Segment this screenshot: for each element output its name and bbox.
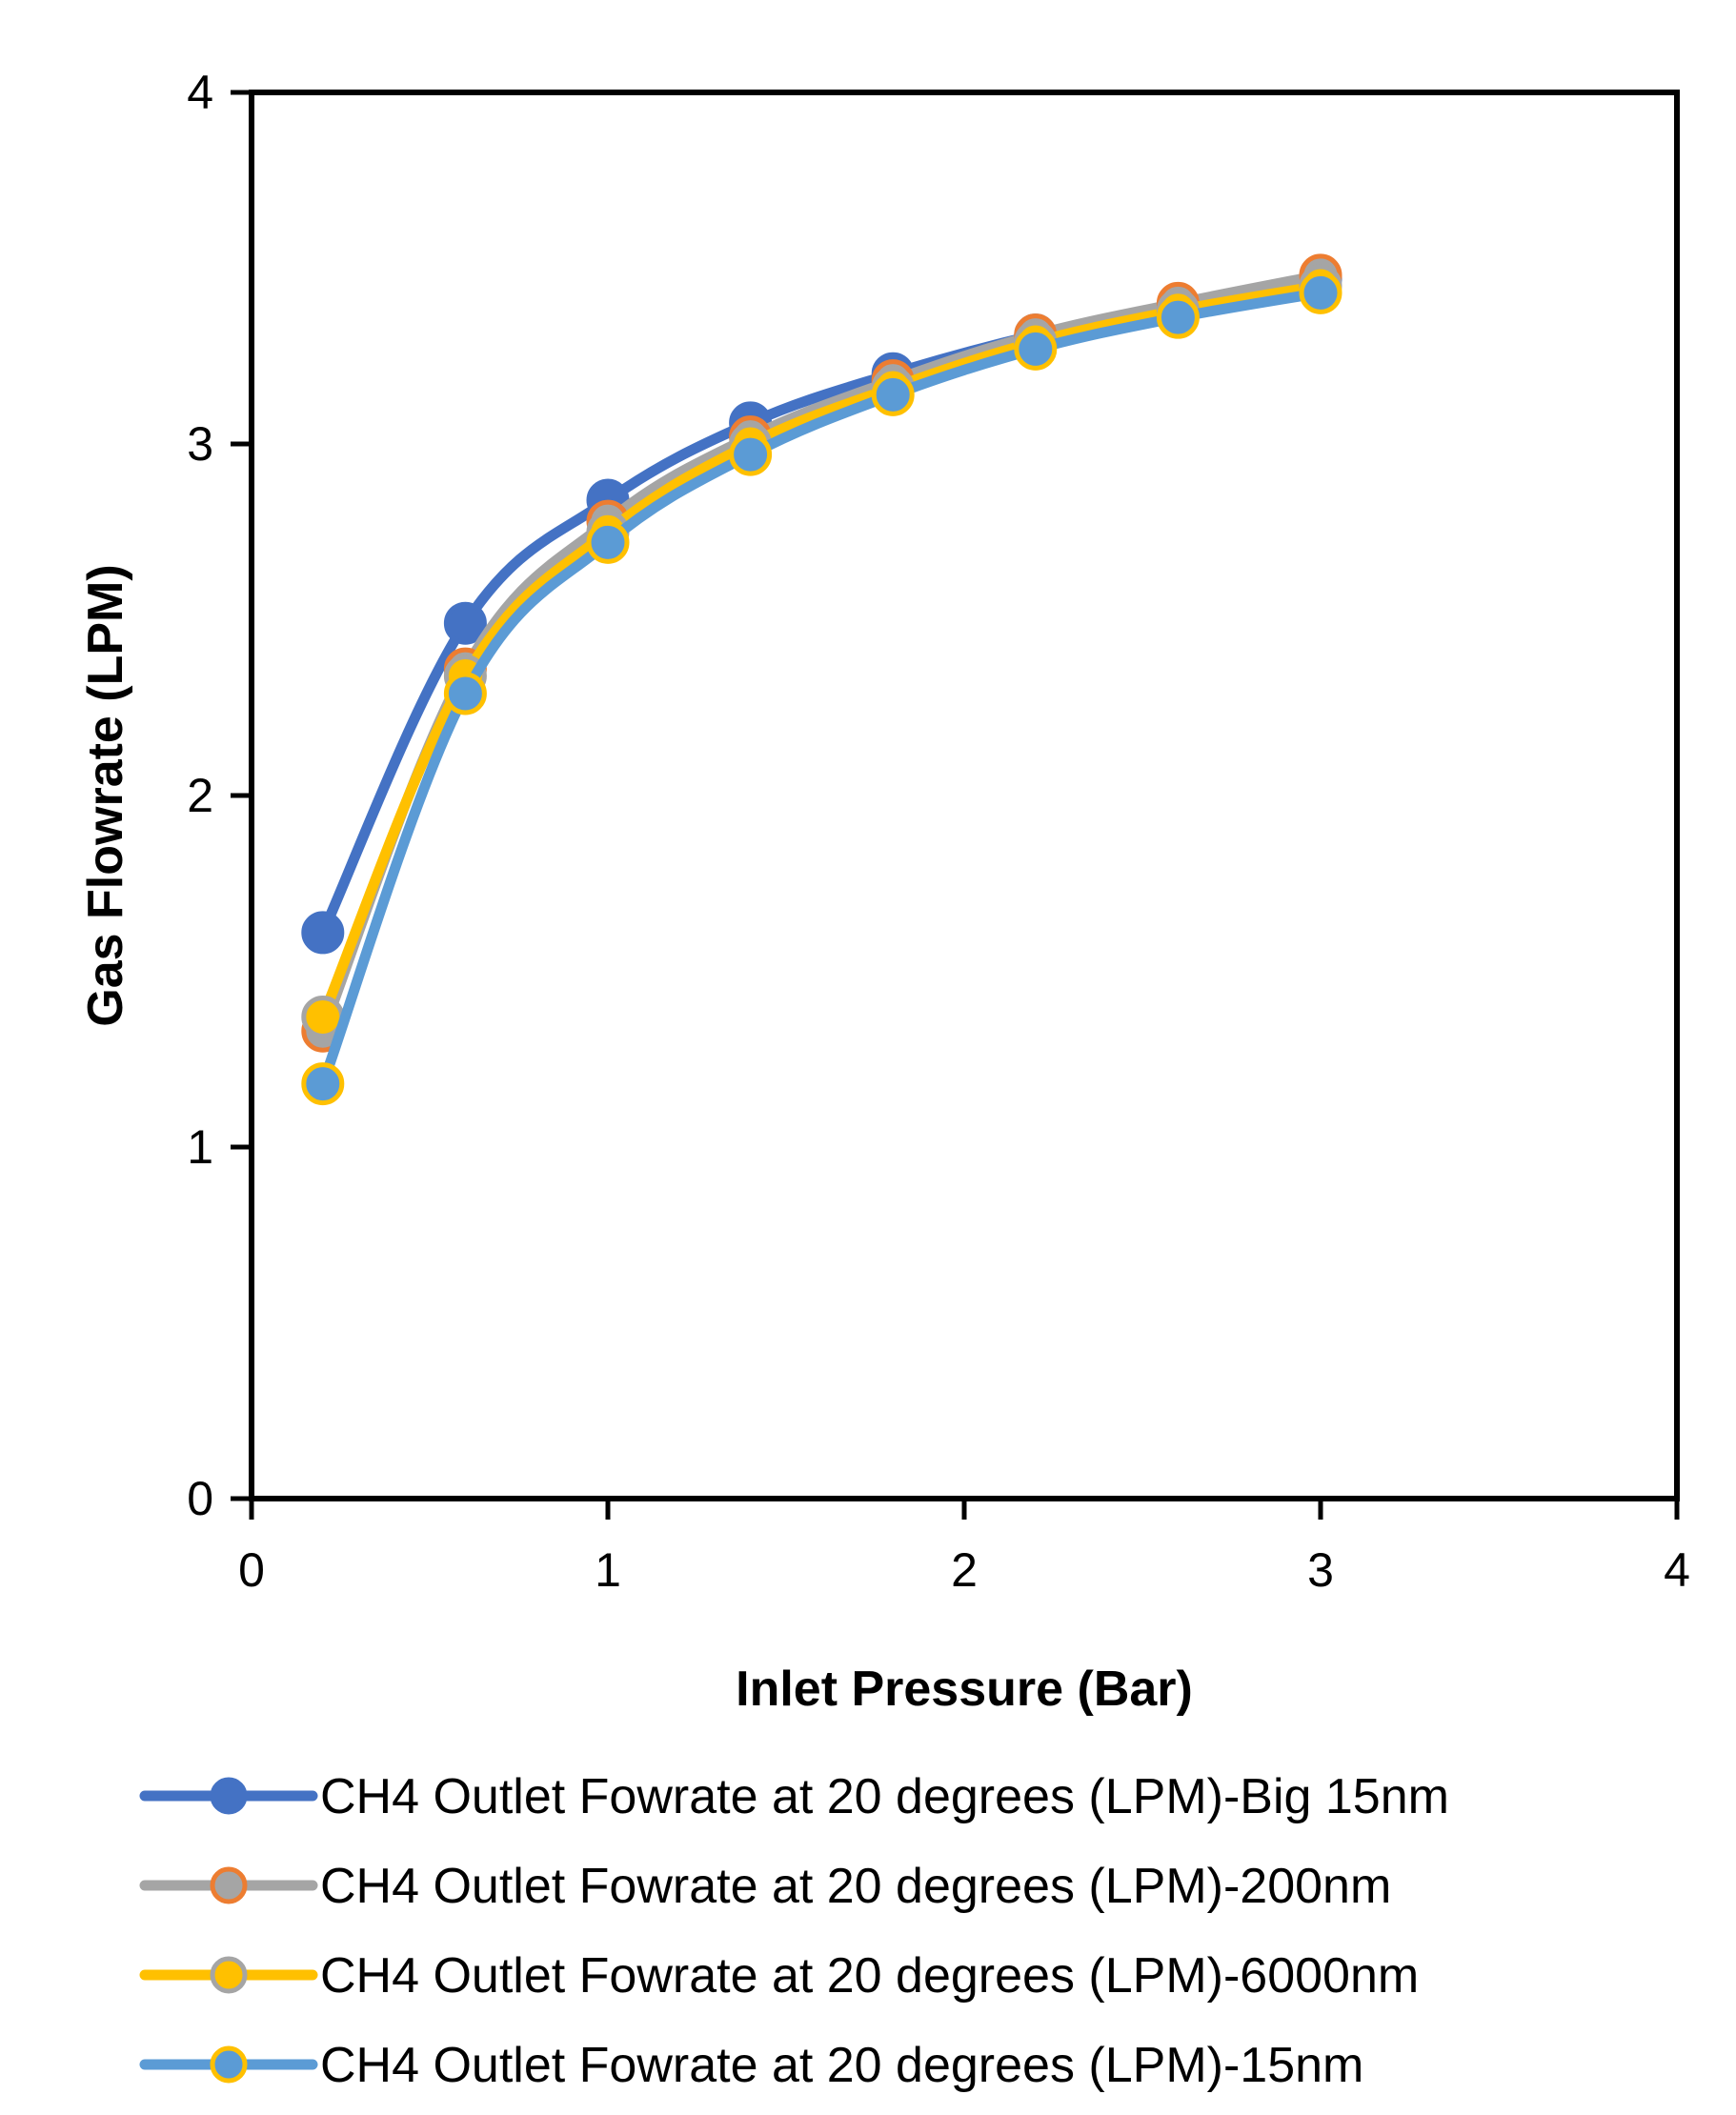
legend-item: CH4 Outlet Fowrate at 20 degrees (LPM)-6… xyxy=(139,1948,1419,2004)
x-tick-label: 3 xyxy=(1307,1543,1334,1597)
x-tick-label: 0 xyxy=(238,1543,265,1597)
x-ticks: 0 1 2 3 4 xyxy=(238,1499,1690,1597)
y-tick-label: 3 xyxy=(187,417,213,471)
data-point xyxy=(729,433,773,476)
data-point xyxy=(443,672,487,715)
y-tick-label: 4 xyxy=(187,66,213,119)
legend: CH4 Outlet Fowrate at 20 degrees (LPM)-B… xyxy=(139,1769,1449,2093)
legend-item: CH4 Outlet Fowrate at 20 degrees (LPM)-1… xyxy=(139,2038,1363,2093)
data-point xyxy=(443,601,487,645)
x-axis-title: Inlet Pressure (Bar) xyxy=(736,1662,1193,1717)
legend-label: CH4 Outlet Fowrate at 20 degrees (LPM)-1… xyxy=(320,2038,1363,2093)
legend-swatch-marker xyxy=(210,2045,248,2084)
data-point xyxy=(301,911,345,955)
data-point xyxy=(586,520,630,564)
legend-swatch-marker xyxy=(210,1866,248,1904)
legend-swatch-marker xyxy=(210,1956,248,1994)
y-tick-label: 2 xyxy=(187,769,213,822)
data-point xyxy=(1156,295,1200,339)
data-point xyxy=(871,373,915,416)
x-tick-label: 4 xyxy=(1664,1543,1690,1597)
x-tick-label: 2 xyxy=(951,1543,978,1597)
legend-label: CH4 Outlet Fowrate at 20 degrees (LPM)-6… xyxy=(320,1948,1419,2004)
legend-label: CH4 Outlet Fowrate at 20 degrees (LPM)-B… xyxy=(320,1769,1449,1824)
legend-item: CH4 Outlet Fowrate at 20 degrees (LPM)-B… xyxy=(139,1769,1449,1824)
x-tick-label: 1 xyxy=(595,1543,621,1597)
data-point xyxy=(1014,327,1058,371)
legend-item: CH4 Outlet Fowrate at 20 degrees (LPM)-2… xyxy=(139,1859,1391,1914)
series-4 xyxy=(301,271,1342,1106)
y-tick-label: 0 xyxy=(187,1472,213,1525)
series-layer xyxy=(301,253,1342,1106)
legend-label: CH4 Outlet Fowrate at 20 degrees (LPM)-2… xyxy=(320,1859,1391,1914)
y-ticks: 0 1 2 3 4 xyxy=(187,66,252,1525)
y-tick-label: 1 xyxy=(187,1120,213,1174)
legend-swatch-marker xyxy=(210,1777,248,1815)
data-point xyxy=(1299,271,1342,314)
data-point xyxy=(301,1062,345,1106)
y-axis-title: Gas Flowrate (LPM) xyxy=(78,564,133,1026)
